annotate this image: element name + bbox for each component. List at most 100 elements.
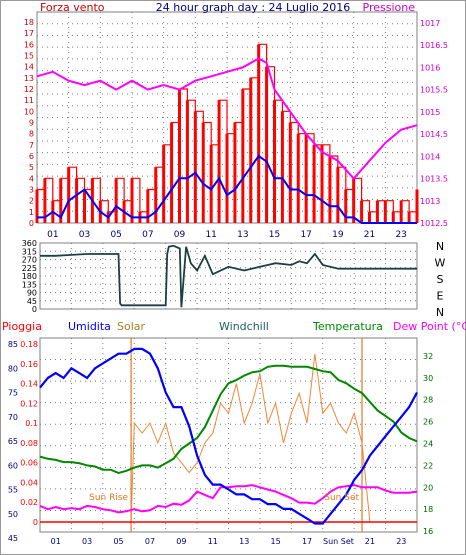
humidity-axis-tick-label: 65 <box>8 437 18 446</box>
wind-axis-tick-label: 18 <box>24 18 34 27</box>
pressure-axis-tick-label: 1016 <box>420 63 440 72</box>
pressure-axis-tick-label: 1017 <box>420 19 440 28</box>
temperature-axis-tick-label: 26 <box>423 418 433 427</box>
temperature-axis-tick-label: 30 <box>423 374 433 383</box>
direction-axis-tick-label: 315 <box>22 247 37 256</box>
wind-panel-x-tick-label: 01 <box>47 230 58 240</box>
temperature-axis-tick-label: 24 <box>423 439 433 448</box>
pressure-axis-tick-label: 1014 <box>420 152 440 161</box>
direction-axis-tick-label: 135 <box>22 280 37 289</box>
compass-label: W <box>435 257 446 270</box>
wind-axis-tick-label: 13 <box>24 74 34 83</box>
sun-rise-label: Sun Rise <box>89 493 128 503</box>
wind-axis-tick-label: 14 <box>24 63 34 72</box>
wind-axis-tick-label: 7 <box>29 141 34 150</box>
rain-axis-tick-label: 0.14 <box>20 380 38 389</box>
weather-panel-frame <box>39 337 418 533</box>
wind-panel-x-tick-label: 19 <box>332 230 344 240</box>
weather-panel-x-tick-label: 07 <box>145 537 155 546</box>
temperature-line <box>39 364 418 475</box>
direction-axis-tick-label: 225 <box>22 264 37 273</box>
pressure-axis-tick-label: 1012.5 <box>420 219 448 228</box>
chart-title: 24 hour graph day : 24 Luglio 2016 <box>156 1 351 14</box>
direction-axis-tick-label: 360 <box>22 239 37 248</box>
compass-label: N <box>436 240 444 253</box>
rain-axis-tick-label: 0.04 <box>20 478 38 487</box>
weather-panel-x-tick-label: 21 <box>365 537 375 546</box>
wind-gust-line <box>37 43 418 213</box>
humidity-legend-label: Umidita <box>68 320 111 333</box>
rain-axis-tick-label: 0.02 <box>20 498 38 507</box>
solar-legend-label: Solar <box>117 320 146 333</box>
pressure-legend-label: Pressione <box>363 1 416 14</box>
wind-axis-tick-label: 17 <box>24 29 34 38</box>
solar-line <box>130 353 371 523</box>
pressure-axis-tick-label: 1016.5 <box>420 41 448 50</box>
rain-axis-tick-label: 0.18 <box>20 340 38 349</box>
compass-label: N <box>436 306 444 319</box>
temperature-axis-tick-label: 32 <box>423 352 433 361</box>
humidity-axis-tick-label: 50 <box>8 510 18 519</box>
wind-axis-tick-label: 12 <box>24 85 34 94</box>
compass-label: S <box>437 273 444 286</box>
weather-panel-x-tick-label: 23 <box>396 537 406 546</box>
wind-axis-tick-label: 16 <box>24 40 34 49</box>
rain-axis-tick-label: 0.12 <box>20 399 38 408</box>
compass-label: E <box>437 290 444 303</box>
wind-axis-tick-label: 9 <box>29 119 34 128</box>
humidity-axis-tick-label: 60 <box>8 461 18 470</box>
weather-panel-x-tick-label: 13 <box>239 537 249 546</box>
weather-panel-x-tick-label: 11 <box>208 537 218 546</box>
wind-axis-tick-label: 2 <box>29 197 34 206</box>
wind-legend-label: Forza vento <box>40 1 105 14</box>
wind-axis-tick-label: 10 <box>24 107 34 116</box>
wind-panel-x-tick-label: 23 <box>395 230 406 240</box>
wind-axis-tick-label: 1 <box>29 208 34 217</box>
weather-panel-x-tick-label: 05 <box>113 537 123 546</box>
wind-axis-tick-label: 11 <box>24 96 34 105</box>
pressure-axis-tick-label: 1015.5 <box>420 86 448 95</box>
pressure-axis-tick-label: 1013 <box>420 197 440 206</box>
wind-axis-tick-label: 0 <box>29 219 34 228</box>
wind-panel-x-tick-label: 07 <box>142 230 153 240</box>
pressure-line <box>36 57 418 181</box>
temperature-axis-tick-label: 22 <box>423 461 433 470</box>
weather-panel-x-tick-label: 09 <box>176 537 186 546</box>
direction-panel-frame <box>39 242 418 310</box>
temperature-axis-tick-label: 28 <box>423 396 433 405</box>
wind-direction-line <box>40 244 417 308</box>
wind-panel-x-tick-label: 03 <box>79 230 90 240</box>
weather-panel-x-tick-label: 03 <box>82 537 92 546</box>
rain-axis-tick-label: 0.1 <box>25 419 38 428</box>
weather-panel-x-tick-label: 01 <box>51 537 61 546</box>
wind-panel-x-tick-label: 17 <box>300 230 311 240</box>
temperature-axis-tick-label: 16 <box>423 527 433 536</box>
weather-panel-x-tick-label: 17 <box>302 537 312 546</box>
temperature-axis-tick-label: 18 <box>423 505 433 514</box>
dewpoint-legend-label: Dew Point (°C) <box>393 320 466 333</box>
humidity-axis-tick-label: 80 <box>8 364 18 373</box>
wind-panel-x-tick-label: 11 <box>205 230 216 240</box>
rain-axis-tick-label: 0.06 <box>20 459 38 468</box>
rain-axis-tick-label: 0.08 <box>20 439 38 448</box>
wind-panel-x-tick-label: 05 <box>110 230 121 240</box>
pressure-axis-tick-label: 1013.5 <box>420 175 448 184</box>
wind-panel-x-tick-label: 13 <box>237 230 248 240</box>
wind-average-line <box>37 154 417 224</box>
temperature-legend-label: Temperatura <box>312 320 383 333</box>
wind-axis-tick-label: 5 <box>29 163 34 172</box>
sun-set-label: Sun Set <box>324 493 359 503</box>
windchill-legend-label: Windchill <box>219 320 269 333</box>
weather-panel-x-tick-label: 15 <box>271 537 281 546</box>
pressure-axis-tick-label: 1014.5 <box>420 130 448 139</box>
rain-legend-label: Pioggia <box>2 320 42 333</box>
direction-axis-tick-label: 90 <box>27 289 37 298</box>
humidity-axis-tick-label: 85 <box>8 340 18 349</box>
wind-panel-x-tick-label: 21 <box>364 230 375 240</box>
wind-panel-x-tick-label: 09 <box>174 230 186 240</box>
direction-axis-tick-label: 45 <box>27 297 37 306</box>
wind-axis-tick-label: 15 <box>24 52 34 61</box>
direction-axis-tick-label: 270 <box>22 256 37 265</box>
